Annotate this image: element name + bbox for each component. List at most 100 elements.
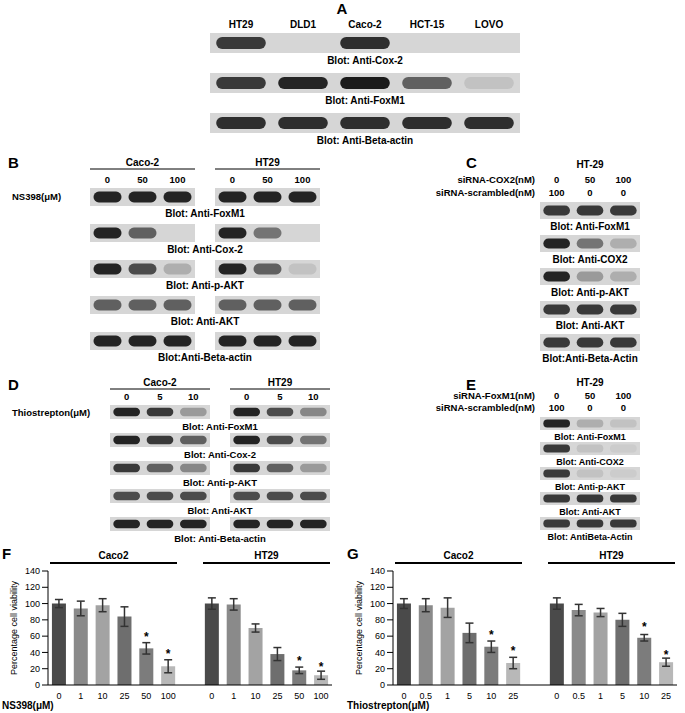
svg-text:0: 0 bbox=[621, 402, 626, 413]
svg-text:0: 0 bbox=[554, 390, 559, 401]
svg-text:0: 0 bbox=[621, 187, 626, 198]
svg-text:100: 100 bbox=[615, 390, 631, 401]
svg-text:Blot: Anti-AKT: Blot: Anti-AKT bbox=[559, 507, 621, 517]
svg-text:Blot: Anti-FoxM1: Blot: Anti-FoxM1 bbox=[165, 208, 245, 219]
svg-text:10: 10 bbox=[486, 691, 496, 701]
svg-text:Blot: Anti-p-AKT: Blot: Anti-p-AKT bbox=[166, 280, 244, 291]
svg-text:DLD1: DLD1 bbox=[290, 19, 317, 30]
svg-text:Blot: Anti-AKT: Blot: Anti-AKT bbox=[171, 316, 240, 327]
svg-text:5: 5 bbox=[620, 691, 625, 701]
svg-text:0: 0 bbox=[209, 691, 214, 701]
svg-text:50: 50 bbox=[141, 691, 151, 701]
svg-text:Caco-2: Caco-2 bbox=[126, 157, 160, 168]
svg-text:Blot: Anti-Cox-2: Blot: Anti-Cox-2 bbox=[184, 449, 256, 460]
svg-text:25: 25 bbox=[119, 691, 129, 701]
svg-text:*: * bbox=[489, 628, 494, 642]
svg-text:Blot: Anti-Beta-actin: Blot: Anti-Beta-actin bbox=[174, 533, 266, 544]
svg-text:Blot: Anti-p-AKT: Blot: Anti-p-AKT bbox=[183, 477, 257, 488]
svg-text:0.5: 0.5 bbox=[572, 691, 585, 701]
svg-text:100: 100 bbox=[370, 599, 385, 609]
svg-text:*: * bbox=[319, 660, 324, 674]
svg-text:10: 10 bbox=[308, 391, 319, 402]
svg-text:140: 140 bbox=[370, 566, 385, 576]
svg-text:20: 20 bbox=[30, 664, 40, 674]
svg-text:Caco-2: Caco-2 bbox=[143, 377, 177, 388]
svg-text:100: 100 bbox=[25, 599, 40, 609]
svg-text:100: 100 bbox=[549, 402, 565, 413]
svg-text:100: 100 bbox=[170, 174, 186, 185]
svg-text:A: A bbox=[337, 0, 348, 17]
svg-text:HT29: HT29 bbox=[255, 157, 280, 168]
svg-text:Blot:Anti-Beta-actin: Blot:Anti-Beta-actin bbox=[158, 352, 252, 363]
svg-text:*: * bbox=[297, 654, 302, 668]
svg-text:NS398(μM): NS398(μM) bbox=[12, 191, 61, 202]
svg-text:0: 0 bbox=[105, 174, 110, 185]
svg-text:10: 10 bbox=[251, 691, 261, 701]
svg-text:Blot: Anti-AKT: Blot: Anti-AKT bbox=[556, 320, 625, 331]
svg-text:25: 25 bbox=[661, 691, 671, 701]
svg-text:Blot: Anti-FoxM1: Blot: Anti-FoxM1 bbox=[550, 221, 630, 232]
svg-text:20: 20 bbox=[375, 664, 385, 674]
svg-text:siRNA-scrambled(nM): siRNA-scrambled(nM) bbox=[436, 402, 535, 413]
svg-text:50: 50 bbox=[585, 174, 596, 185]
svg-text:siRNA-scrambled(nM): siRNA-scrambled(nM) bbox=[436, 187, 535, 198]
svg-text:0: 0 bbox=[554, 174, 559, 185]
svg-text:40: 40 bbox=[375, 648, 385, 658]
svg-text:Blot: Anti-FoxM1: Blot: Anti-FoxM1 bbox=[554, 432, 626, 442]
svg-text:Blot: AntiBeta-Actin: Blot: AntiBeta-Actin bbox=[547, 532, 632, 542]
svg-text:100: 100 bbox=[549, 187, 565, 198]
svg-text:Caco-2: Caco-2 bbox=[348, 19, 382, 30]
svg-text:Blot: Anti-p-AKT: Blot: Anti-p-AKT bbox=[551, 287, 629, 298]
svg-text:C: C bbox=[466, 154, 477, 171]
svg-text:80: 80 bbox=[375, 615, 385, 625]
svg-text:*: * bbox=[511, 644, 516, 658]
svg-text:Thiostrepton(μM): Thiostrepton(μM) bbox=[12, 407, 90, 418]
svg-text:50: 50 bbox=[262, 174, 273, 185]
svg-text:HCT-15: HCT-15 bbox=[410, 19, 445, 30]
svg-text:10: 10 bbox=[639, 691, 649, 701]
svg-text:HT29: HT29 bbox=[268, 377, 293, 388]
svg-text:Blot: Anti-Cox-2: Blot: Anti-Cox-2 bbox=[167, 244, 243, 255]
svg-text:0: 0 bbox=[401, 691, 406, 701]
svg-text:HT29: HT29 bbox=[229, 19, 254, 30]
svg-text:0: 0 bbox=[244, 391, 249, 402]
svg-text:25: 25 bbox=[508, 691, 518, 701]
svg-text:50: 50 bbox=[294, 691, 304, 701]
svg-text:LOVO: LOVO bbox=[475, 19, 504, 30]
svg-text:5: 5 bbox=[467, 691, 472, 701]
svg-text:*: * bbox=[144, 630, 149, 644]
svg-text:B: B bbox=[8, 154, 19, 171]
svg-text:100: 100 bbox=[295, 174, 311, 185]
svg-text:D: D bbox=[8, 376, 19, 393]
svg-text:120: 120 bbox=[370, 582, 385, 592]
svg-text:*: * bbox=[642, 620, 647, 634]
svg-text:120: 120 bbox=[25, 582, 40, 592]
svg-text:80: 80 bbox=[30, 615, 40, 625]
svg-text:100: 100 bbox=[161, 691, 176, 701]
svg-text:1: 1 bbox=[445, 691, 450, 701]
svg-text:0.5: 0.5 bbox=[420, 691, 433, 701]
svg-text:10: 10 bbox=[188, 391, 199, 402]
svg-text:Blot:Anti-Beta-Actin: Blot:Anti-Beta-Actin bbox=[542, 353, 638, 364]
svg-text:40: 40 bbox=[30, 648, 40, 658]
svg-text:Blot: Anti-FoxM1: Blot: Anti-FoxM1 bbox=[325, 95, 405, 106]
svg-text:5: 5 bbox=[277, 391, 283, 402]
svg-text:10: 10 bbox=[98, 691, 108, 701]
svg-text:0: 0 bbox=[56, 691, 61, 701]
svg-text:1: 1 bbox=[231, 691, 236, 701]
svg-text:50: 50 bbox=[585, 390, 596, 401]
svg-text:Blot: Anti-p-AKT: Blot: Anti-p-AKT bbox=[555, 482, 626, 492]
svg-text:siRNA-FoxM1(nM): siRNA-FoxM1(nM) bbox=[453, 390, 535, 401]
svg-text:0: 0 bbox=[124, 391, 129, 402]
svg-text:50: 50 bbox=[137, 174, 148, 185]
svg-text:1: 1 bbox=[598, 691, 603, 701]
svg-text:25: 25 bbox=[272, 691, 282, 701]
svg-text:siRNA-COX2(nM): siRNA-COX2(nM) bbox=[457, 174, 535, 185]
svg-text:HT-29: HT-29 bbox=[576, 159, 604, 170]
svg-text:Blot: Anti-FoxM1: Blot: Anti-FoxM1 bbox=[182, 421, 258, 432]
svg-text:HT-29: HT-29 bbox=[576, 377, 604, 388]
svg-text:60: 60 bbox=[30, 631, 40, 641]
svg-text:Blot: Anti-COX2: Blot: Anti-COX2 bbox=[552, 254, 628, 265]
svg-text:0: 0 bbox=[587, 187, 592, 198]
svg-text:Blot: Anti-Beta-actin: Blot: Anti-Beta-actin bbox=[317, 135, 413, 146]
